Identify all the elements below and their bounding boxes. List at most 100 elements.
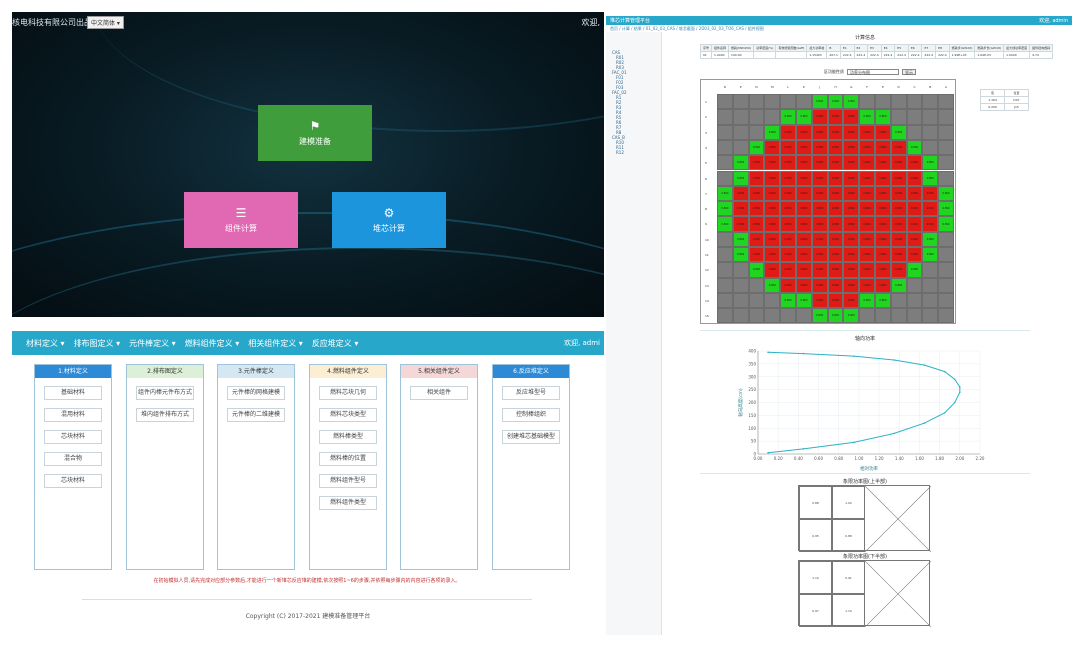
core-cell[interactable]: 0.800 bbox=[843, 155, 860, 171]
core-cell[interactable] bbox=[732, 292, 749, 309]
core-cell[interactable]: 0.800 bbox=[859, 277, 875, 293]
tree-node[interactable]: CAS_B bbox=[612, 135, 625, 140]
core-cell[interactable]: 0.800 bbox=[796, 277, 812, 293]
core-cell[interactable] bbox=[764, 109, 781, 125]
core-cell[interactable]: 0.800 bbox=[875, 185, 891, 202]
core-cell[interactable]: 0.800 bbox=[906, 231, 923, 247]
core-cell[interactable]: 0.800 bbox=[732, 170, 749, 186]
core-cell[interactable]: 0.800 bbox=[764, 231, 781, 247]
core-cell[interactable]: 0.800 bbox=[843, 185, 860, 202]
core-cell[interactable]: 0.800 bbox=[796, 185, 812, 202]
core-cell[interactable]: 0.800 bbox=[890, 185, 907, 202]
tree-node[interactable]: FAC_02 bbox=[612, 90, 627, 95]
core-cell[interactable]: 0.800 bbox=[859, 231, 875, 247]
core-cell[interactable]: 0.800 bbox=[717, 185, 733, 202]
core-cell[interactable]: 0.800 bbox=[748, 231, 765, 247]
core-cell[interactable]: 0.800 bbox=[890, 201, 907, 217]
core-cell[interactable]: 0.800 bbox=[875, 139, 891, 156]
definition-item-button[interactable]: 芯块材料 bbox=[44, 474, 102, 488]
core-cell[interactable]: 0.800 bbox=[859, 262, 875, 278]
tree-node[interactable]: F02 bbox=[616, 80, 624, 85]
tile-modeling-prep[interactable]: ⚑ 建模准备 bbox=[258, 105, 372, 161]
core-cell[interactable] bbox=[748, 292, 765, 309]
core-cell[interactable]: 0.800 bbox=[827, 292, 844, 309]
tree-node[interactable]: R7 bbox=[616, 125, 622, 130]
core-cell[interactable]: 0.800 bbox=[906, 170, 923, 186]
core-cell[interactable]: 0.800 bbox=[875, 216, 891, 232]
nav-fuel-assembly[interactable]: 燃料组件定义 ▾ bbox=[184, 338, 240, 348]
core-cell[interactable]: 0.800 bbox=[859, 170, 875, 186]
core-cell[interactable]: 0.800 bbox=[843, 109, 860, 125]
core-cell[interactable] bbox=[922, 262, 939, 278]
core-cell[interactable] bbox=[938, 308, 954, 324]
core-cell[interactable]: 0.800 bbox=[859, 185, 875, 202]
core-cell[interactable]: 0.800 bbox=[796, 109, 812, 125]
tree-node[interactable]: R11 bbox=[616, 145, 624, 150]
core-cell[interactable] bbox=[938, 109, 954, 125]
definition-item-button[interactable]: 混合物 bbox=[44, 452, 102, 466]
core-cell[interactable] bbox=[732, 262, 749, 278]
core-cell[interactable]: 0.800 bbox=[843, 170, 860, 186]
definition-item-button[interactable]: 混用材料 bbox=[44, 408, 102, 422]
core-cell[interactable]: 0.800 bbox=[890, 155, 907, 171]
core-cell[interactable] bbox=[906, 292, 923, 309]
show-button[interactable]: 显示 bbox=[902, 69, 916, 75]
core-cell[interactable] bbox=[859, 308, 875, 324]
core-cell[interactable]: 0.800 bbox=[732, 231, 749, 247]
core-cell[interactable] bbox=[922, 292, 939, 309]
core-cell[interactable] bbox=[938, 292, 954, 309]
core-cell[interactable]: 0.800 bbox=[843, 292, 860, 309]
core-cell[interactable]: 0.800 bbox=[780, 155, 796, 171]
core-cell[interactable]: 0.800 bbox=[906, 155, 923, 171]
tree-node[interactable]: R12 bbox=[616, 150, 624, 155]
core-cell[interactable] bbox=[717, 308, 733, 324]
core-cell[interactable] bbox=[938, 170, 954, 186]
core-cell[interactable]: 0.800 bbox=[732, 216, 749, 232]
core-cell[interactable]: 0.800 bbox=[764, 124, 781, 140]
core-cell[interactable]: 0.800 bbox=[922, 201, 939, 217]
core-cell[interactable]: 0.800 bbox=[764, 277, 781, 293]
definition-item-button[interactable]: 基础材料 bbox=[44, 386, 102, 400]
tree-node[interactable]: FAC_01 bbox=[612, 70, 627, 75]
nav-rod[interactable]: 元件棒定义 ▾ bbox=[129, 338, 176, 348]
core-cell[interactable] bbox=[764, 308, 781, 324]
tree-node[interactable]: R02 bbox=[616, 60, 624, 65]
core-cell[interactable] bbox=[732, 94, 749, 110]
core-cell[interactable]: 0.800 bbox=[780, 185, 796, 202]
core-cell[interactable]: 0.800 bbox=[890, 124, 907, 140]
definition-item-button[interactable]: 控制棒组织 bbox=[502, 408, 560, 422]
core-cell[interactable]: 0.800 bbox=[764, 247, 781, 263]
core-cell[interactable]: 0.800 bbox=[843, 247, 860, 263]
core-cell[interactable]: 0.800 bbox=[827, 185, 844, 202]
core-cell[interactable] bbox=[717, 124, 733, 140]
core-cell[interactable]: 0.800 bbox=[843, 308, 860, 324]
core-cell[interactable]: 0.800 bbox=[748, 139, 765, 156]
core-cell[interactable]: 0.800 bbox=[843, 231, 860, 247]
tree-node[interactable]: R03 bbox=[616, 65, 624, 70]
core-cell[interactable]: 0.800 bbox=[811, 94, 828, 110]
core-cell[interactable] bbox=[780, 308, 796, 324]
definition-item-button[interactable]: 燃料棒的位置 bbox=[319, 452, 377, 466]
tree-node[interactable]: R4 bbox=[616, 110, 622, 115]
tree-node[interactable]: R8 bbox=[616, 130, 622, 135]
core-cell[interactable] bbox=[938, 247, 954, 263]
display-select[interactable]: 功率分布图 bbox=[847, 69, 899, 75]
core-cell[interactable]: 0.800 bbox=[827, 216, 844, 232]
core-cell[interactable] bbox=[875, 94, 891, 110]
core-cell[interactable] bbox=[717, 277, 733, 293]
definition-item-button[interactable]: 燃料芯块几何 bbox=[319, 386, 377, 400]
core-cell[interactable]: 0.800 bbox=[811, 292, 828, 309]
core-cell[interactable]: 0.800 bbox=[811, 216, 828, 232]
core-cell[interactable]: 0.800 bbox=[811, 231, 828, 247]
core-cell[interactable] bbox=[938, 231, 954, 247]
core-cell[interactable]: 0.800 bbox=[748, 170, 765, 186]
tree-node[interactable]: R6 bbox=[616, 120, 622, 125]
core-cell[interactable]: 0.800 bbox=[764, 185, 781, 202]
core-cell[interactable]: 0.800 bbox=[780, 292, 796, 309]
core-cell[interactable]: 0.800 bbox=[922, 155, 939, 171]
nav-reactor[interactable]: 反应堆定义 ▾ bbox=[311, 338, 359, 348]
core-cell[interactable]: 0.800 bbox=[859, 109, 875, 125]
core-cell[interactable]: 0.800 bbox=[748, 155, 765, 171]
core-cell[interactable] bbox=[938, 277, 954, 293]
core-cell[interactable]: 0.800 bbox=[875, 262, 891, 278]
